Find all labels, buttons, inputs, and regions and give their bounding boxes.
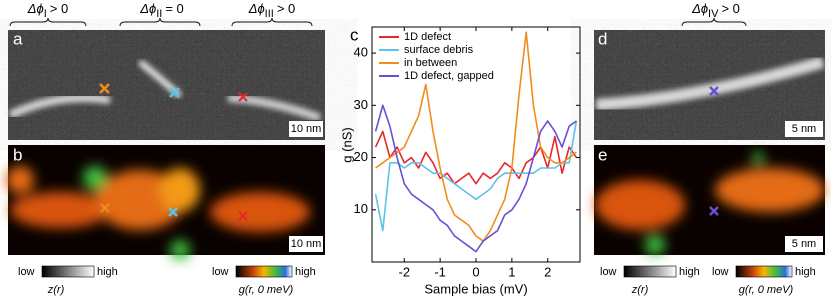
colorbar bbox=[735, 265, 793, 278]
panel-label: d bbox=[598, 29, 607, 48]
panel-b: b 10 nm bbox=[6, 145, 325, 260]
colorbar bbox=[235, 265, 293, 278]
x-tick-label: 0 bbox=[472, 264, 479, 279]
scale-box bbox=[289, 236, 323, 252]
phase-label: ΔϕI > 0 bbox=[27, 1, 68, 19]
scale-box bbox=[289, 121, 323, 137]
y-tick-label: 20 bbox=[354, 149, 368, 164]
colorbar-high: high bbox=[795, 266, 816, 278]
colorbar-label: z(r) bbox=[631, 284, 649, 296]
defect-line bbox=[8, 93, 111, 119]
colorbar-low: low bbox=[18, 266, 35, 278]
panel-e: e 5 nm bbox=[594, 145, 825, 255]
brace bbox=[9, 17, 87, 27]
legend-label: 1D defect bbox=[404, 31, 451, 43]
brace bbox=[119, 17, 201, 27]
conductance-blobs bbox=[595, 152, 825, 255]
series-line bbox=[375, 31, 577, 242]
x-tick-label: 2 bbox=[544, 264, 551, 279]
phase-label: ΔϕIII > 0 bbox=[248, 1, 296, 19]
scale-box bbox=[785, 236, 823, 252]
colorbar-high: high bbox=[679, 266, 700, 278]
marker bbox=[99, 83, 110, 94]
series-line bbox=[374, 120, 578, 232]
colorbar-low: low bbox=[212, 266, 229, 278]
series-line bbox=[374, 104, 577, 253]
x-tick-label: -2 bbox=[398, 264, 410, 279]
x-tick-label: -1 bbox=[434, 264, 446, 279]
colorbar-label: g(r, 0 meV) bbox=[739, 284, 794, 296]
defect-line bbox=[595, 56, 825, 111]
colorbar-low: low bbox=[600, 266, 617, 278]
marker bbox=[238, 92, 248, 102]
scale-bar-label: 5 nm bbox=[792, 123, 816, 135]
colorbar bbox=[41, 265, 95, 278]
defect-line bbox=[227, 94, 322, 122]
panel-label: a bbox=[13, 29, 23, 48]
y-axis-label: g (nS) bbox=[339, 127, 354, 162]
y-tick-label: 10 bbox=[354, 201, 368, 216]
x-axis-label: Sample bias (mV) bbox=[424, 281, 527, 296]
colorbar-label: g(r, 0 meV) bbox=[239, 284, 294, 296]
legend-label: in between bbox=[404, 57, 457, 69]
scale-box bbox=[785, 121, 823, 137]
colorbar-low: low bbox=[712, 266, 729, 278]
colorbar-high: high bbox=[295, 266, 316, 278]
brace bbox=[681, 17, 747, 27]
scale-bar-label: 10 nm bbox=[291, 238, 322, 250]
marker bbox=[709, 86, 719, 96]
colorbar-high: high bbox=[97, 266, 118, 278]
colorbars: low high z(r) low high g(r, 0 meV) low h… bbox=[18, 265, 816, 296]
phase-labels: ΔϕI > 0 ΔϕII = 0 ΔϕIII > 0 ΔϕIV > 0 bbox=[9, 1, 747, 27]
marker bbox=[169, 87, 180, 98]
panel-a: a 10 nm bbox=[8, 29, 325, 140]
conductance-blobs bbox=[6, 166, 310, 260]
y-tick-label: 30 bbox=[354, 97, 368, 112]
marker bbox=[238, 211, 248, 221]
panel-label: e bbox=[598, 145, 607, 164]
legend-label: surface debris bbox=[404, 44, 474, 56]
phase-label: ΔϕIV > 0 bbox=[691, 1, 740, 19]
colorbar-label: z(r) bbox=[47, 284, 65, 296]
scale-bar-label: 10 nm bbox=[291, 123, 322, 135]
scale-bar-label: 5 nm bbox=[792, 238, 816, 250]
y-tick-label: 40 bbox=[354, 45, 368, 60]
colorbar bbox=[623, 265, 677, 278]
marker bbox=[709, 206, 719, 216]
series-line bbox=[374, 130, 578, 185]
x-tick-label: 1 bbox=[508, 264, 515, 279]
panel-label: c bbox=[350, 25, 359, 44]
panel-label: b bbox=[13, 145, 22, 164]
phase-label: ΔϕII = 0 bbox=[139, 1, 184, 19]
marker bbox=[168, 207, 178, 217]
brace bbox=[231, 17, 313, 27]
panel-d: d 5 nm bbox=[594, 29, 825, 140]
marker bbox=[100, 203, 110, 213]
legend-label: 1D defect, gapped bbox=[404, 70, 494, 82]
